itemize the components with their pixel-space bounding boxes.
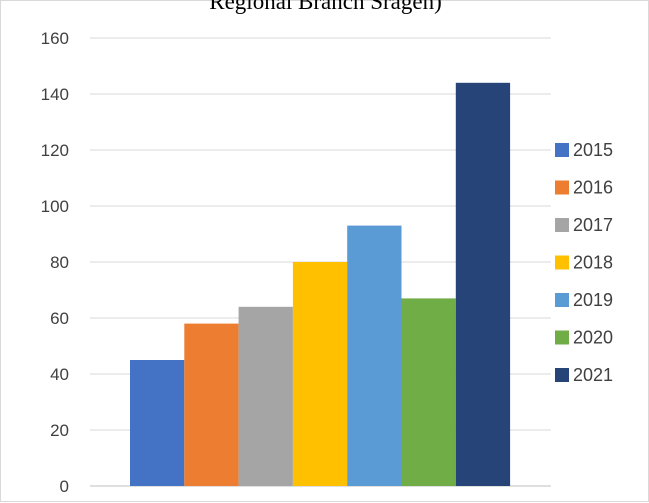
legend-swatch-2018 xyxy=(555,255,569,270)
legend-label-2020: 2020 xyxy=(573,328,613,348)
bar-2020 xyxy=(401,298,456,486)
bar-2018 xyxy=(292,262,348,486)
bar-2015 xyxy=(130,360,185,486)
bar-2017 xyxy=(238,306,293,486)
legend-label-2016: 2016 xyxy=(573,178,613,198)
y-axis-tick-labels: 0 20 40 60 80 100 120 140 160 xyxy=(41,29,69,496)
legend-label-2015: 2015 xyxy=(573,140,613,160)
y-tick-label: 0 xyxy=(60,477,69,496)
y-tick-label: 120 xyxy=(41,141,69,160)
legend-swatch-2020 xyxy=(555,330,569,345)
legend-label-2017: 2017 xyxy=(573,215,613,235)
bar-2019 xyxy=(347,225,402,486)
legend-label-2019: 2019 xyxy=(573,290,613,310)
legend-swatch-2015 xyxy=(555,143,569,157)
bar-2021 xyxy=(455,82,511,487)
y-tick-label: 80 xyxy=(50,253,69,272)
legend-label-2021: 2021 xyxy=(573,365,613,385)
y-tick-label: 100 xyxy=(41,197,69,216)
y-tick-label: 140 xyxy=(41,85,69,104)
legend-swatch-2019 xyxy=(555,293,569,307)
y-tick-label: 60 xyxy=(50,309,69,328)
y-tick-label: 20 xyxy=(50,421,69,440)
y-tick-label: 40 xyxy=(50,365,69,384)
legend-label-2018: 2018 xyxy=(573,253,613,273)
bars xyxy=(130,82,511,487)
legend: 2015 2016 2017 2018 2019 2020 2021 xyxy=(555,140,613,385)
bar-2016 xyxy=(184,323,239,486)
legend-swatch-2016 xyxy=(555,180,569,195)
legend-swatch-2021 xyxy=(555,368,569,382)
legend-swatch-2017 xyxy=(555,218,569,232)
chart-title: Regional Branch Sragen) xyxy=(209,0,442,14)
y-tick-label: 160 xyxy=(41,29,69,48)
